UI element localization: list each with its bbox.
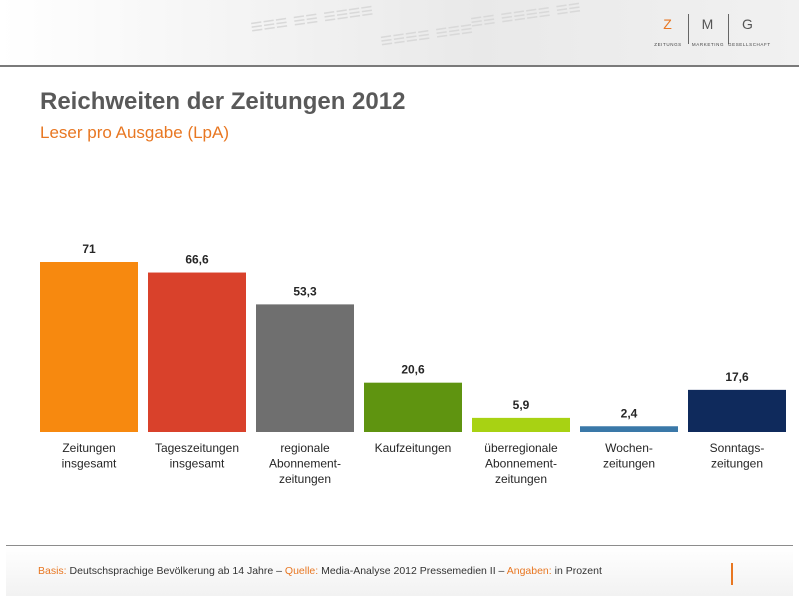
bar (472, 417, 570, 432)
bar-value-label: 17,6 (725, 370, 749, 384)
bar-value-label: 71 (82, 242, 96, 256)
bar-value-label: 53,3 (293, 284, 317, 298)
category-label: insgesamt (170, 457, 225, 471)
bar-value-label: 66,6 (185, 253, 209, 267)
footer-source-note: Basis: Deutschsprachige Bevölkerung ab 1… (38, 565, 602, 577)
bar (364, 382, 462, 432)
category-label: Abonnement- (485, 457, 557, 471)
category-label: Abonnement- (269, 457, 341, 471)
footer-band (6, 546, 793, 596)
category-label: Sonntags- (710, 441, 765, 455)
category-label: zeitungen (603, 457, 655, 471)
footer-accent-mark (731, 563, 733, 585)
category-label: zeitungen (279, 472, 331, 486)
page-title: Reichweiten der Zeitungen 2012 (40, 88, 406, 115)
logo-sub-marketing: MARKETING (691, 42, 725, 47)
footer-basis-key: Basis: (38, 565, 67, 577)
bar (40, 262, 138, 432)
bar-value-label: 5,9 (513, 398, 530, 412)
bar (148, 272, 246, 432)
category-label: Kaufzeitungen (375, 441, 452, 455)
bar-value-label: 20,6 (401, 363, 425, 377)
category-label: insgesamt (62, 457, 117, 471)
footer-quelle-key: Quelle: (284, 565, 319, 577)
logo-divider (688, 14, 689, 44)
footer-angaben-key: Angaben: (506, 565, 552, 577)
page-subtitle: Leser pro Ausgabe (LpA) (40, 123, 230, 142)
footer-quelle-value: Media-Analyse 2012 Pressemedien II – (321, 565, 505, 577)
header-band: ≡≡≡ ≡≡ ≡≡≡≡ ≡≡≡≡ ≡≡≡ ≡≡ ≡≡≡≡ ≡≡ (0, 0, 799, 66)
logo-letter-g: G (742, 16, 754, 32)
logo-letter-z: Z (663, 16, 673, 32)
bar-value-label: 2,4 (621, 406, 638, 420)
category-label: Tageszeitungen (155, 441, 239, 455)
category-label: Zeitungen (62, 441, 115, 455)
category-label: zeitungen (495, 472, 547, 486)
category-label: regionale (280, 441, 330, 455)
footer-angaben-value: in Prozent (554, 565, 602, 577)
header-divider (0, 65, 799, 67)
logo-sub-gesellschaft: GESELLSCHAFT (728, 42, 771, 47)
bar (256, 304, 354, 432)
logo-letter-m: M (701, 16, 715, 32)
category-label: Wochen- (605, 441, 653, 455)
bar (688, 389, 786, 432)
footer-basis-value: Deutschsprachige Bevölkerung ab 14 Jahre… (69, 565, 282, 577)
footer-divider (6, 545, 793, 546)
category-label: zeitungen (711, 457, 763, 471)
logo-divider (728, 14, 729, 44)
logo-sub-zeitungs: ZEITUNGS (654, 42, 682, 47)
bar (580, 426, 678, 432)
zmg-logo: Z M G ZEITUNGS MARKETING GESELLSCHAFT (648, 14, 771, 54)
category-label: überregionale (484, 441, 558, 455)
